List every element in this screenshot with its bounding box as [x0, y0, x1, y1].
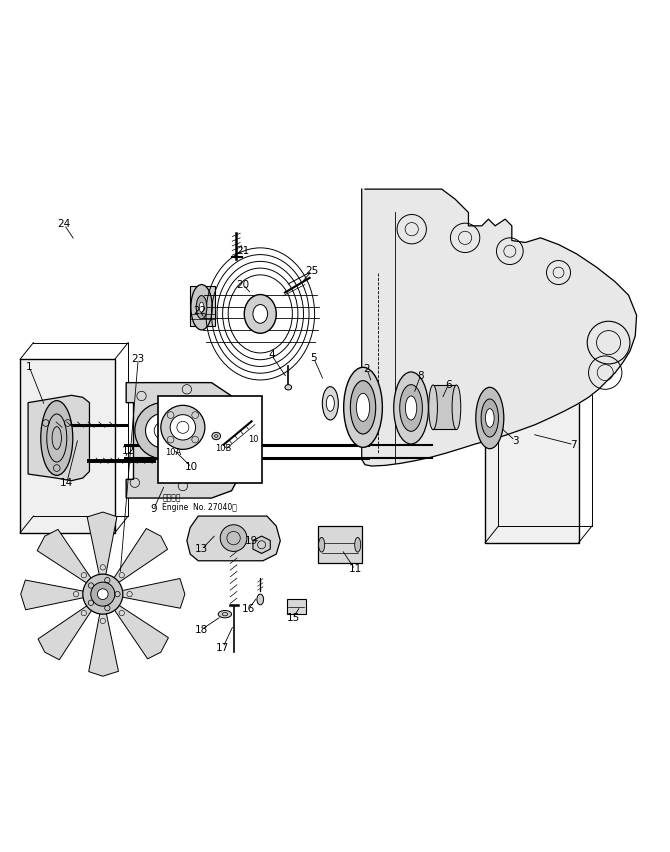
Text: 7: 7 — [571, 440, 577, 450]
Polygon shape — [113, 528, 168, 583]
Polygon shape — [362, 189, 636, 466]
Ellipse shape — [196, 296, 207, 319]
Text: 10B: 10B — [214, 444, 231, 453]
Text: 10A: 10A — [165, 448, 182, 458]
Text: 5: 5 — [310, 353, 317, 363]
Circle shape — [83, 574, 123, 614]
Ellipse shape — [257, 594, 263, 605]
Ellipse shape — [481, 399, 498, 437]
Ellipse shape — [319, 538, 325, 552]
Text: 4: 4 — [268, 350, 275, 360]
Ellipse shape — [405, 396, 417, 420]
Text: 10: 10 — [185, 463, 198, 472]
Ellipse shape — [41, 400, 73, 475]
Polygon shape — [126, 383, 243, 498]
Circle shape — [170, 415, 196, 440]
Circle shape — [97, 589, 108, 600]
Polygon shape — [121, 579, 185, 608]
Text: 25: 25 — [305, 266, 318, 276]
Circle shape — [91, 582, 115, 606]
Ellipse shape — [212, 432, 220, 440]
Text: 20: 20 — [237, 279, 249, 290]
Ellipse shape — [285, 384, 291, 390]
Ellipse shape — [452, 385, 461, 429]
Circle shape — [135, 403, 191, 458]
Text: 17: 17 — [216, 642, 230, 653]
Text: 23: 23 — [131, 354, 145, 365]
Ellipse shape — [350, 381, 376, 434]
Text: 3: 3 — [512, 435, 519, 446]
Text: 9: 9 — [150, 504, 157, 515]
Ellipse shape — [486, 409, 494, 428]
Ellipse shape — [245, 295, 276, 333]
Text: 18: 18 — [195, 625, 208, 635]
Ellipse shape — [400, 384, 422, 431]
Polygon shape — [28, 395, 90, 481]
Ellipse shape — [344, 367, 383, 447]
Polygon shape — [114, 605, 168, 659]
Polygon shape — [88, 613, 119, 676]
Text: 15: 15 — [286, 613, 299, 623]
Text: 1: 1 — [26, 362, 33, 372]
Bar — [287, 600, 306, 614]
Polygon shape — [187, 516, 280, 561]
Polygon shape — [87, 512, 117, 576]
Circle shape — [220, 525, 247, 551]
Ellipse shape — [326, 395, 334, 412]
Polygon shape — [253, 536, 270, 554]
Text: 2: 2 — [364, 365, 371, 374]
Text: 10: 10 — [249, 435, 259, 444]
Text: Engine  No. 27040－: Engine No. 27040－ — [162, 503, 237, 512]
Circle shape — [161, 406, 205, 449]
Text: 19: 19 — [245, 536, 258, 546]
Ellipse shape — [429, 385, 438, 429]
Text: 12: 12 — [121, 446, 135, 457]
Circle shape — [145, 413, 180, 448]
Text: 14: 14 — [60, 478, 74, 487]
Text: 22: 22 — [194, 306, 207, 316]
Text: 21: 21 — [237, 246, 249, 256]
Bar — [158, 396, 261, 483]
Ellipse shape — [354, 538, 360, 552]
Polygon shape — [38, 605, 92, 659]
Text: 24: 24 — [58, 220, 71, 229]
Ellipse shape — [322, 387, 338, 420]
Polygon shape — [20, 360, 115, 532]
Ellipse shape — [476, 388, 504, 449]
Text: 16: 16 — [242, 604, 255, 614]
Text: 適用号機: 適用号機 — [162, 493, 181, 503]
Ellipse shape — [253, 304, 267, 323]
Bar — [190, 286, 215, 326]
Text: 13: 13 — [195, 544, 208, 555]
Ellipse shape — [218, 611, 232, 618]
Ellipse shape — [199, 302, 204, 312]
Polygon shape — [37, 529, 92, 584]
Ellipse shape — [191, 285, 212, 330]
Text: 6: 6 — [445, 380, 452, 389]
Ellipse shape — [394, 372, 428, 444]
Ellipse shape — [356, 394, 370, 422]
Polygon shape — [433, 384, 456, 429]
Text: 8: 8 — [417, 371, 423, 381]
Polygon shape — [485, 366, 578, 543]
Text: 11: 11 — [348, 565, 362, 574]
Bar — [318, 526, 362, 563]
Polygon shape — [21, 580, 84, 610]
